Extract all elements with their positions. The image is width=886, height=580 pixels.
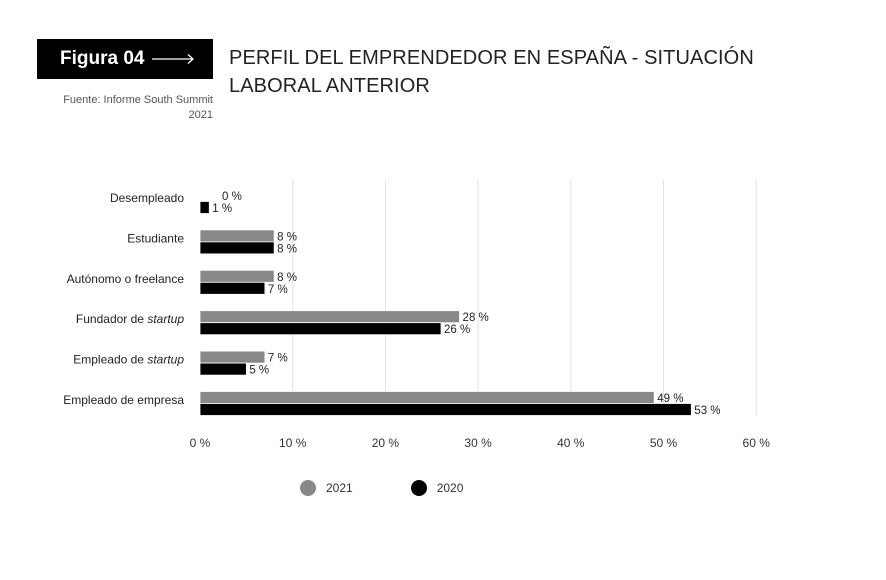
legend-label-2020: 2020 xyxy=(436,481,464,495)
data-label-2020: 1 % xyxy=(212,203,232,215)
legend-item-2020: 2020 xyxy=(410,480,464,496)
bar-2020 xyxy=(199,281,266,295)
x-tick-label: 40 % xyxy=(557,436,585,450)
x-tick-label: 20 % xyxy=(372,436,400,450)
arrow-right-icon xyxy=(152,54,195,64)
data-label-2021: 0 % xyxy=(222,191,242,203)
legend-label-2021: 2021 xyxy=(326,481,353,495)
data-label-2020: 53 % xyxy=(694,405,720,417)
data-label-2021: 8 % xyxy=(277,231,297,243)
data-label-2020: 5 % xyxy=(249,365,269,377)
bar-2021 xyxy=(199,269,275,283)
bar-2020 xyxy=(199,362,247,376)
legend: 2021 2020 xyxy=(300,480,521,496)
x-tick-label: 30 % xyxy=(464,436,492,450)
legend-item-2021: 2021 xyxy=(300,480,353,496)
figure-label: Figura 04 xyxy=(60,48,145,69)
data-label-2021: 8 % xyxy=(277,272,297,284)
figure-badge: Figura 04 xyxy=(37,39,213,79)
category-label: Estudiante xyxy=(127,231,184,245)
bar-2020 xyxy=(199,322,442,336)
x-tick-label: 0 % xyxy=(190,436,211,450)
category-label: Empleado de startup xyxy=(73,353,184,367)
bar-2020 xyxy=(199,403,692,416)
bar-2020 xyxy=(199,241,275,255)
category-label: Autónomo o freelance xyxy=(67,272,185,286)
bar-2021 xyxy=(199,229,275,243)
bar-2021 xyxy=(199,310,460,324)
x-tick-label: 10 % xyxy=(279,436,307,450)
x-tick-label: 50 % xyxy=(650,436,678,450)
data-label-2021: 28 % xyxy=(463,312,489,324)
bar-chart: 0 % 10 % 20 % 30 % 40 % 50 % 60 % Desempleado 0 … xyxy=(63,180,771,450)
category-label: Desempleado xyxy=(110,191,184,205)
chart-title: PERFIL DEL EMPRENDEDOR EN ESPAÑA - SITUA… xyxy=(229,47,754,97)
bar-2021 xyxy=(199,350,266,364)
data-label-2021: 7 % xyxy=(268,353,288,365)
legend-swatch-2021 xyxy=(300,480,316,496)
legend-swatch-2020 xyxy=(410,480,427,496)
category-label: Fundador de startup xyxy=(76,312,184,326)
x-tick-label: 60 % xyxy=(743,436,771,450)
data-label-2020: 7 % xyxy=(268,284,288,296)
source-note: Fuente: Informe South Summit 2021 xyxy=(63,94,213,121)
bar-2021 xyxy=(199,391,655,404)
data-label-2020: 8 % xyxy=(277,243,297,255)
category-label: Empleado de empresa xyxy=(63,393,184,407)
bar-2020 xyxy=(199,201,210,214)
data-label-2020: 26 % xyxy=(444,324,470,336)
data-label-2021: 49 % xyxy=(657,393,683,405)
